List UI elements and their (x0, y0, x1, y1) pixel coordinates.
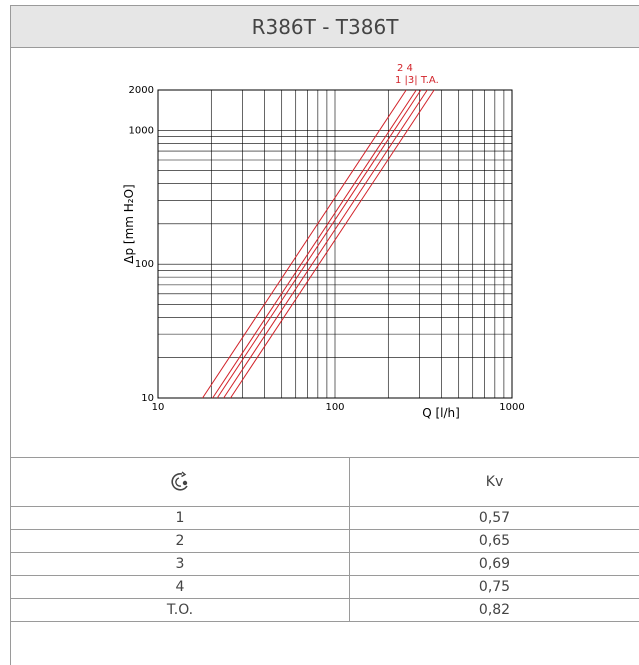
setting-header-cell (11, 458, 350, 507)
curve-label-top: 2 4 (397, 63, 413, 74)
setting-cell: 3 (11, 553, 350, 576)
kv-header-cell: Kv (350, 458, 639, 507)
setting-cell: 1 (11, 507, 350, 530)
kv-cell: 0,75 (350, 576, 639, 599)
kv-cell: 0,57 (350, 507, 639, 530)
kv-cell: 0,69 (350, 553, 639, 576)
table-row: T.O. 0,82 (11, 599, 639, 622)
y-tick-label: 1000 (129, 125, 154, 136)
table-row: 3 0,69 (11, 553, 639, 576)
page-title: R386T - T386T (11, 5, 639, 48)
setting-cell: T.O. (11, 599, 350, 622)
turns-setting-icon (169, 471, 191, 493)
table-row: 1 0,57 (11, 507, 639, 530)
x-tick-label: 100 (325, 402, 344, 413)
curve-label-bottom: 1 |3| T.A. (395, 75, 439, 86)
x-tick-label: 1000 (499, 402, 524, 413)
y-tick-label: 10 (141, 393, 154, 404)
y-axis-label: Δp [mm H₂O] (122, 184, 136, 263)
table-header-row: Kv (11, 458, 639, 507)
setting-cell: 4 (11, 576, 350, 599)
table-row: 2 0,65 (11, 530, 639, 553)
setting-cell: 2 (11, 530, 350, 553)
kv-cell: 0,65 (350, 530, 639, 553)
table-row: 4 0,75 (11, 576, 639, 599)
y-tick-label: 2000 (129, 85, 154, 96)
x-axis-label: Q [l/h] (422, 406, 460, 420)
y-tick-label: 100 (135, 259, 154, 270)
kv-cell: 0,82 (350, 599, 639, 622)
kv-table: Kv 1 0,57 2 0,65 3 0,69 4 0,75 T.O. 0,82 (11, 458, 639, 622)
